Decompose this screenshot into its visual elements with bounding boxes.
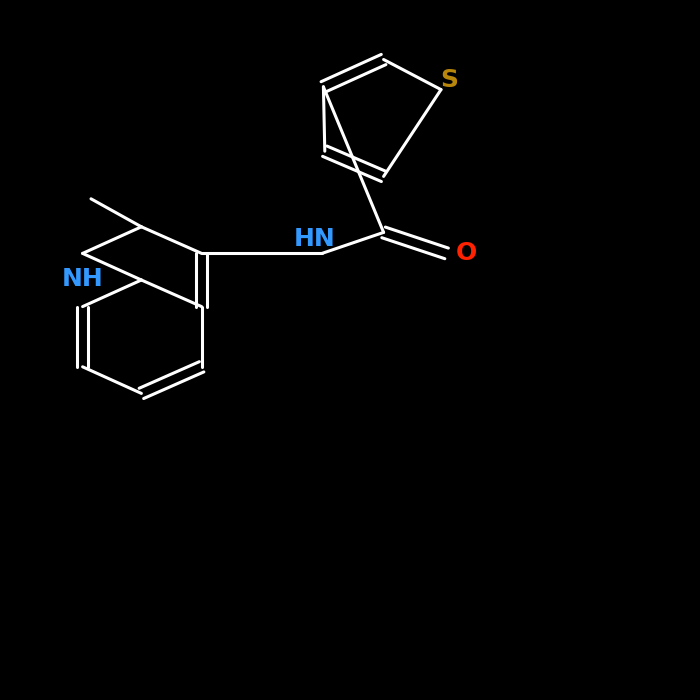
Text: O: O (456, 241, 477, 265)
Text: NH: NH (62, 267, 104, 290)
Text: S: S (440, 68, 458, 92)
Text: HN: HN (294, 228, 336, 251)
